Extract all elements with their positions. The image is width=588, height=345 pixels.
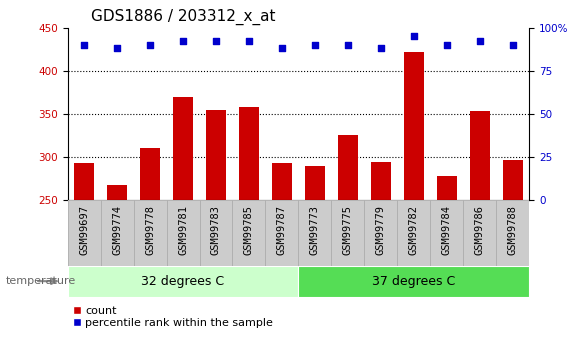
Point [376, 46, 386, 51]
Bar [140, 148, 160, 200]
Bar [397, 200, 430, 266]
Bar [404, 52, 424, 200]
Bar [265, 200, 298, 266]
Bar [232, 200, 265, 266]
Bar [299, 200, 332, 266]
Bar [101, 200, 133, 266]
Point [343, 42, 353, 48]
Bar [338, 136, 358, 200]
Text: GSM99778: GSM99778 [145, 205, 155, 255]
Bar [272, 163, 292, 200]
Legend: count, percentile rank within the sample: count, percentile rank within the sample [73, 306, 273, 328]
Text: GSM99786: GSM99786 [475, 205, 485, 255]
Point [211, 39, 220, 44]
Bar [332, 200, 365, 266]
Point [277, 46, 286, 51]
Text: 32 degrees C: 32 degrees C [142, 275, 225, 288]
Point [244, 39, 253, 44]
Text: GSM99785: GSM99785 [244, 205, 254, 255]
Point [310, 42, 320, 48]
Bar [503, 160, 523, 200]
Point [475, 39, 485, 44]
Text: GSM99773: GSM99773 [310, 205, 320, 255]
Text: GSM99781: GSM99781 [178, 205, 188, 255]
Bar [365, 200, 397, 266]
Bar [133, 200, 166, 266]
Point [145, 42, 155, 48]
Text: temperature: temperature [6, 276, 76, 286]
Point [508, 42, 517, 48]
Point [442, 42, 452, 48]
Bar [68, 200, 101, 266]
Bar [68, 266, 298, 297]
Text: GSM99779: GSM99779 [376, 205, 386, 255]
Bar [437, 176, 457, 200]
Bar [463, 200, 496, 266]
Bar [496, 200, 529, 266]
Bar [371, 162, 390, 200]
Bar [430, 200, 463, 266]
Point [79, 42, 89, 48]
Bar [74, 163, 94, 200]
Point [178, 39, 188, 44]
Text: GSM99782: GSM99782 [409, 205, 419, 255]
Text: GSM99788: GSM99788 [507, 205, 517, 255]
Text: GSM99775: GSM99775 [343, 205, 353, 255]
Point [112, 46, 122, 51]
Bar [173, 97, 193, 200]
Bar [107, 186, 127, 200]
Bar [206, 110, 226, 200]
Text: GSM99774: GSM99774 [112, 205, 122, 255]
Text: 37 degrees C: 37 degrees C [372, 275, 456, 288]
Bar [470, 111, 490, 200]
Point [409, 33, 419, 39]
Bar [199, 200, 232, 266]
Bar [299, 266, 529, 297]
Text: GDS1886 / 203312_x_at: GDS1886 / 203312_x_at [91, 9, 275, 25]
Text: GSM99784: GSM99784 [442, 205, 452, 255]
Bar [305, 166, 325, 200]
Bar [166, 200, 199, 266]
Bar [239, 107, 259, 200]
Text: GSM99787: GSM99787 [277, 205, 287, 255]
Text: GSM99783: GSM99783 [211, 205, 221, 255]
Text: GSM99697: GSM99697 [79, 205, 89, 255]
